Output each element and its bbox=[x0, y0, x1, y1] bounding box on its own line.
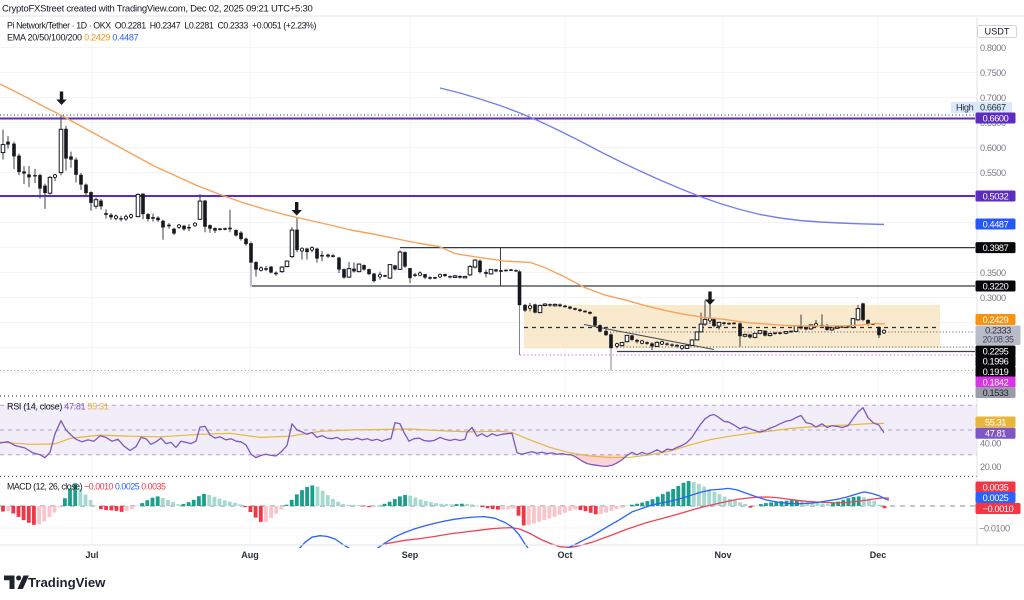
svg-text:Sep: Sep bbox=[402, 550, 419, 560]
svg-text:−0.0100: −0.0100 bbox=[979, 523, 1010, 533]
svg-text:0.3500: 0.3500 bbox=[980, 268, 1006, 278]
svg-text:MACD (12, 26, close) −0.0010 0: MACD (12, 26, close) −0.0010 0.0025 0.00… bbox=[7, 482, 166, 492]
svg-text:Dec: Dec bbox=[870, 550, 887, 560]
svg-text:Pi Network/Tether · 1D · OKX: Pi Network/Tether · 1D · OKX O0.2281 H0.… bbox=[7, 21, 316, 31]
svg-text:0.5500: 0.5500 bbox=[980, 168, 1006, 178]
svg-text:USDT: USDT bbox=[984, 27, 1009, 37]
svg-text:Nov: Nov bbox=[714, 550, 731, 560]
svg-text:0.3987: 0.3987 bbox=[983, 243, 1009, 253]
svg-text:TradingView: TradingView bbox=[28, 575, 106, 590]
svg-text:0.7500: 0.7500 bbox=[980, 68, 1006, 78]
svg-text:0.6600: 0.6600 bbox=[983, 113, 1009, 123]
svg-text:47.81: 47.81 bbox=[985, 429, 1006, 439]
svg-text:0.2295: 0.2295 bbox=[983, 346, 1009, 356]
svg-text:−0.0010: −0.0010 bbox=[983, 504, 1014, 514]
svg-text:RSI (14, close) 47.81 55.31: RSI (14, close) 47.81 55.31 bbox=[7, 402, 109, 412]
svg-text:0.1919: 0.1919 bbox=[983, 367, 1009, 377]
svg-text:High: High bbox=[956, 103, 974, 113]
svg-text:Aug: Aug bbox=[241, 550, 259, 560]
svg-text:0.2333: 0.2333 bbox=[985, 325, 1011, 335]
svg-text:0.1842: 0.1842 bbox=[983, 377, 1009, 387]
svg-text:CryptoFXStreet created with Tr: CryptoFXStreet created with TradingView.… bbox=[2, 4, 313, 15]
svg-text:20.00: 20.00 bbox=[980, 462, 1001, 472]
svg-text:Oct: Oct bbox=[557, 550, 572, 560]
svg-text:0.2429: 0.2429 bbox=[983, 315, 1009, 325]
svg-text:40.00: 40.00 bbox=[980, 438, 1001, 448]
svg-text:Jul: Jul bbox=[85, 550, 98, 560]
svg-text:0.8000: 0.8000 bbox=[980, 43, 1006, 53]
svg-text:0.5032: 0.5032 bbox=[983, 191, 1009, 201]
svg-text:0.6667: 0.6667 bbox=[980, 103, 1006, 113]
svg-text:0.3220: 0.3220 bbox=[983, 281, 1009, 291]
svg-text:0.6000: 0.6000 bbox=[980, 143, 1006, 153]
svg-text:0.4487: 0.4487 bbox=[983, 219, 1009, 229]
svg-text:0.1533: 0.1533 bbox=[983, 388, 1009, 398]
svg-text:55.31: 55.31 bbox=[985, 417, 1006, 427]
svg-text:0.7000: 0.7000 bbox=[980, 93, 1006, 103]
svg-text:0.0025: 0.0025 bbox=[983, 493, 1009, 503]
svg-text:20:08:35: 20:08:35 bbox=[982, 335, 1014, 345]
svg-text:EMA 20/50/100/200 0.2429 0.448: EMA 20/50/100/200 0.2429 0.4487 bbox=[7, 33, 139, 43]
svg-text:0.0035: 0.0035 bbox=[983, 482, 1009, 492]
svg-text:0.3000: 0.3000 bbox=[980, 293, 1006, 303]
svg-text:0.1996: 0.1996 bbox=[983, 357, 1009, 367]
